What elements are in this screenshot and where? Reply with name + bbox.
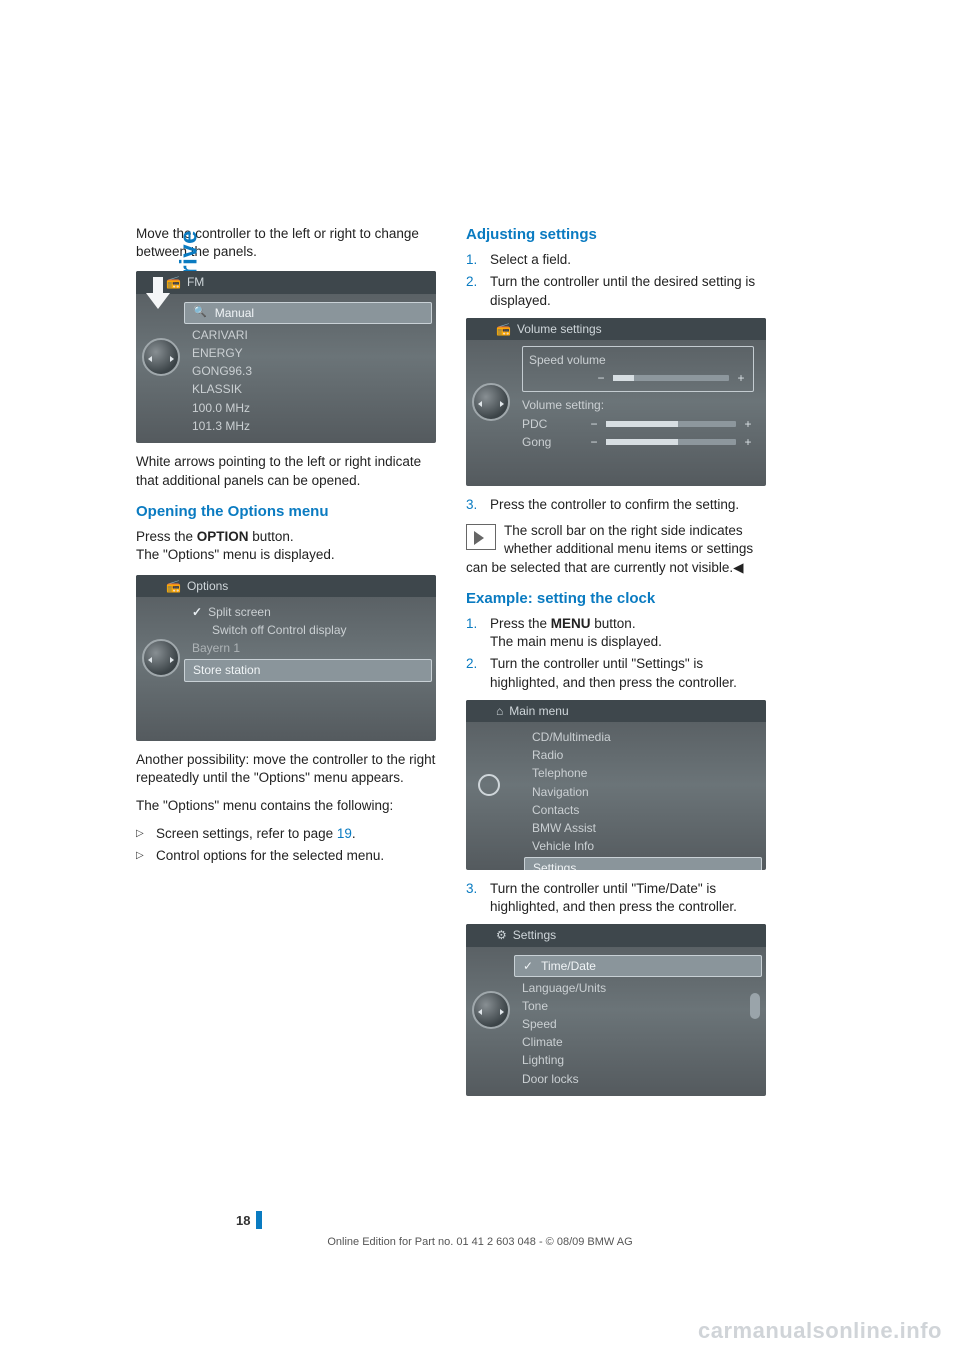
- arrow-down-icon: [146, 277, 170, 311]
- gong-slider: Gong − +: [522, 433, 754, 451]
- scrollbar-note: The scroll bar on the right side indicat…: [466, 522, 766, 577]
- list-item: Navigation: [532, 783, 754, 801]
- clock-step-3: 3.Turn the controller until "Time/Date" …: [466, 880, 766, 916]
- volume-setting-label: Volume setting:: [522, 396, 754, 414]
- list-item: Switch off Control display: [192, 621, 424, 639]
- fm-header-label: FM: [187, 274, 204, 290]
- list-item: Bayern 1: [192, 639, 424, 657]
- watermark: carmanualsonline.info: [698, 1318, 942, 1344]
- adjusting-steps: 1.Select a field. 2.Turn the controller …: [466, 251, 766, 310]
- adjusting-settings-heading: Adjusting settings: [466, 225, 766, 245]
- right-column: Adjusting settings 1.Select a field. 2.T…: [466, 225, 766, 1106]
- list-item: ▷ Control options for the selected menu.: [136, 847, 436, 865]
- options-header: 📻 Options: [136, 575, 436, 597]
- list-item: Manual: [184, 302, 432, 324]
- volume-body: Speed volume − + Volume setting: PDC −: [466, 340, 766, 459]
- page-number: 18: [236, 1213, 250, 1228]
- list-item: 2.Turn the controller until "Settings" i…: [466, 655, 766, 691]
- radio-icon: 📻: [496, 321, 511, 337]
- manual-page: iDrive Move the controller to the left o…: [0, 0, 960, 1358]
- plus-icon: +: [735, 370, 747, 386]
- settings-list: ✓Time/Date Language/Units Tone Speed Cli…: [466, 947, 766, 1096]
- triangle-bullet-icon: ▷: [136, 825, 148, 843]
- list-item: Door locks: [522, 1070, 754, 1088]
- list-item: CD/Multimedia: [532, 728, 754, 746]
- white-arrows-text: White arrows pointing to the left or rig…: [136, 453, 436, 489]
- list-item: Language/Units: [522, 979, 754, 997]
- list-item: Settings: [524, 857, 762, 870]
- fm-header: 📻 FM: [136, 271, 436, 293]
- note-triangle-icon: [466, 524, 496, 550]
- volume-header-label: Volume settings: [517, 321, 602, 337]
- list-item: Tone: [522, 997, 754, 1015]
- list-item: 2.Turn the controller until the desired …: [466, 273, 766, 309]
- page-link[interactable]: 19: [337, 826, 352, 841]
- list-item: Telephone: [532, 764, 754, 782]
- speed-volume-slider: − +: [529, 369, 747, 387]
- main-menu-list: CD/Multimedia Radio Telephone Navigation…: [466, 722, 766, 870]
- footer-line: Online Edition for Part no. 01 41 2 603 …: [0, 1236, 960, 1248]
- list-item: ENERGY: [192, 344, 424, 362]
- main-menu-header-label: Main menu: [509, 703, 568, 719]
- list-item: Radio: [532, 746, 754, 764]
- another-possibility-text: Another possibility: move the controller…: [136, 751, 436, 787]
- list-item: GONG96.3: [192, 362, 424, 380]
- list-item: BMW Assist: [532, 819, 754, 837]
- triangle-bullet-icon: ▷: [136, 847, 148, 865]
- options-header-label: Options: [187, 578, 228, 594]
- options-list: Split screen Switch off Control display …: [136, 597, 436, 692]
- minus-icon: −: [588, 416, 600, 432]
- plus-icon: +: [742, 416, 754, 432]
- list-item: 3.Turn the controller until "Time/Date" …: [466, 880, 766, 916]
- list-item: Store station: [184, 659, 432, 681]
- press-option-text: Press the OPTION button. The "Options" m…: [136, 528, 436, 564]
- radio-icon: 📻: [166, 578, 181, 594]
- left-column: Move the controller to the left or right…: [136, 225, 436, 1106]
- fm-list: Manual CARIVARI ENERGY GONG96.3 KLASSIK …: [136, 294, 436, 443]
- options-screenshot: 📻 Options Split screen Switch off Contro…: [136, 575, 436, 741]
- pdc-slider: PDC − +: [522, 415, 754, 433]
- clock-steps-1: 1. Press the MENU button.The main menu i…: [466, 615, 766, 692]
- settings-screenshot: ⚙ Settings ✓Time/Date Language/Units Ton…: [466, 924, 766, 1096]
- setting-clock-heading: Example: setting the clock: [466, 589, 766, 609]
- gear-icon: ⚙: [496, 927, 507, 943]
- speed-volume-frame: Speed volume − +: [522, 346, 754, 392]
- list-item: 100.0 MHz: [192, 399, 424, 417]
- list-item: 3.Press the controller to confirm the se…: [466, 496, 766, 514]
- list-item: ✓Time/Date: [514, 955, 762, 977]
- options-menu-contains-text: The "Options" menu contains the followin…: [136, 797, 436, 815]
- list-item: ▷ Screen settings, refer to page 19.: [136, 825, 436, 843]
- list-item: Speed: [522, 1015, 754, 1033]
- main-menu-header: Main menu: [466, 700, 766, 722]
- opening-options-heading: Opening the Options menu: [136, 502, 436, 522]
- list-item: CARIVARI: [192, 326, 424, 344]
- list-item: Lighting: [522, 1051, 754, 1069]
- plus-icon: +: [742, 434, 754, 450]
- list-item: 1.Select a field.: [466, 251, 766, 269]
- adjusting-step3: 3.Press the controller to confirm the se…: [466, 496, 766, 514]
- settings-header-label: Settings: [513, 927, 556, 943]
- list-item: KLASSIK: [192, 380, 424, 398]
- minus-icon: −: [588, 434, 600, 450]
- list-item: 101.3 MHz: [192, 417, 424, 435]
- speed-volume-label: Speed volume: [529, 351, 747, 369]
- list-item: 1. Press the MENU button.The main menu i…: [466, 615, 766, 651]
- list-item: Vehicle Info: [532, 837, 754, 855]
- columns: Move the controller to the left or right…: [136, 225, 785, 1106]
- settings-header: ⚙ Settings: [466, 924, 766, 946]
- main-menu-screenshot: Main menu CD/Multimedia Radio Telephone …: [466, 700, 766, 870]
- list-item: Split screen: [192, 603, 424, 621]
- fm-screenshot: 📻 FM Manual CARIVARI ENERGY GONG96.3 KLA…: [136, 271, 436, 443]
- minus-icon: −: [595, 370, 607, 386]
- list-item: Contacts: [532, 801, 754, 819]
- options-bullet-list: ▷ Screen settings, refer to page 19. ▷ C…: [136, 825, 436, 865]
- volume-screenshot: 📻 Volume settings Speed volume − +: [466, 318, 766, 486]
- list-item: Climate: [522, 1033, 754, 1051]
- volume-header: 📻 Volume settings: [466, 318, 766, 340]
